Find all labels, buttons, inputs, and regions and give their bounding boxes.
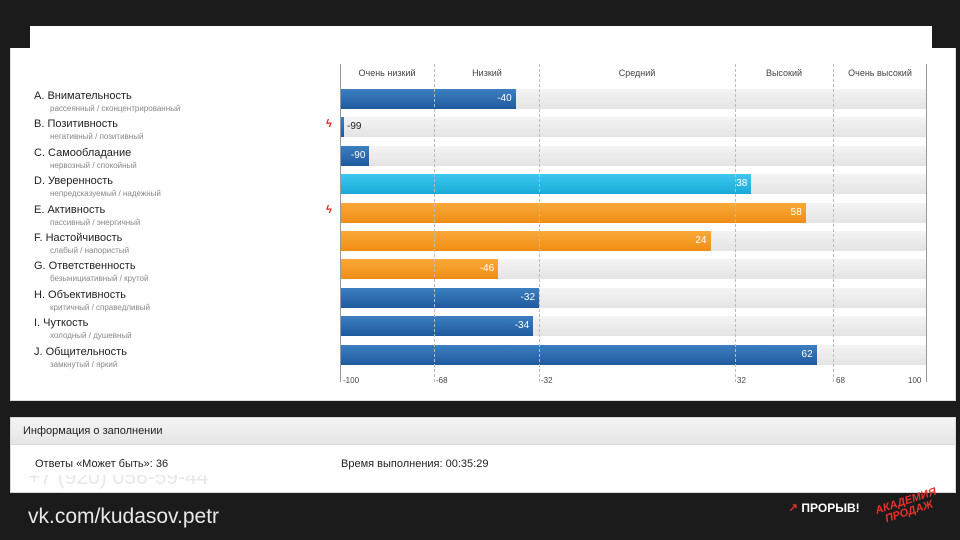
fill-info-title: Информация о заполнении	[11, 418, 955, 445]
fill-info-panel: Информация о заполнении Ответы «Может бы…	[10, 417, 956, 493]
scale-label: C. Самообладание	[34, 147, 132, 159]
scale-value: -99	[347, 121, 362, 132]
proryv-logo: ↗ ПРОРЫВ!	[788, 501, 860, 515]
scale-header-very-high: Очень высокий	[848, 68, 912, 78]
grid-line-68	[833, 64, 834, 382]
scale-value: 58	[790, 207, 802, 218]
scale-label: B. Позитивность	[34, 118, 119, 130]
scale-value: -90	[350, 150, 366, 161]
contact-vk[interactable]: vk.com/kudasov.petr	[28, 505, 220, 528]
grid-line-32	[735, 64, 736, 382]
axis-tick-68: 68	[836, 376, 845, 385]
scale-label: A. Внимательность	[34, 90, 132, 102]
external-link-icon: ↗	[788, 501, 799, 515]
scale-bar: 58	[340, 203, 806, 223]
contact-phone-text: +7 (920) 056-59-44	[28, 475, 209, 489]
scale-value: 62	[801, 349, 813, 360]
scale-sublabel: пассивный / энергичный	[50, 218, 141, 227]
scale-bar	[340, 117, 344, 137]
maybe-answers-count: Ответы «Может быть»: 36	[35, 458, 169, 470]
scale-value: 24	[695, 235, 707, 246]
scale-label: G. Ответственность	[34, 260, 136, 272]
scale-sublabel: замкнутый / яркий	[50, 360, 118, 369]
scale-label: I. Чуткость	[34, 317, 89, 329]
scale-track	[340, 117, 926, 137]
axis-tick-min: -100	[343, 376, 360, 385]
scale-sublabel: нервозный / спокойный	[50, 161, 137, 170]
grid-line-32n	[539, 64, 540, 382]
scale-label: D. Уверенность	[34, 175, 114, 187]
scale-bar: -90	[340, 146, 370, 166]
proryv-logo-text: ПРОРЫВ!	[801, 501, 860, 515]
axis-tick-32n: -32	[541, 376, 553, 385]
axis-tick-68n: -68	[436, 376, 448, 385]
scale-label: J. Общительность	[34, 346, 127, 358]
scale-sublabel: непредсказуемый / надежный	[50, 189, 161, 198]
grid-line-min	[340, 64, 341, 382]
top-strip	[0, 0, 960, 26]
contact-phone: +7 (920) 056-59-44	[28, 475, 208, 491]
scale-sublabel: холодный / душевный	[50, 331, 132, 340]
dark-edge-right	[932, 26, 960, 48]
scale-label: E. Активность	[34, 204, 106, 216]
scale-value: 38	[736, 178, 748, 189]
scale-value: -32	[520, 292, 535, 303]
grid-line-max	[926, 64, 927, 382]
scale-sublabel: слабый / напористый	[50, 246, 130, 255]
scale-bar: 38	[340, 174, 752, 194]
completion-time: Время выполнения: 00:35:29	[341, 458, 489, 470]
axis-tick-max: 100	[908, 376, 922, 385]
scale-bar: -34	[340, 316, 534, 336]
scale-label: F. Настойчивость	[34, 232, 123, 244]
scale-header-high: Высокий	[765, 68, 803, 78]
scale-header-very-low: Очень низкий	[358, 68, 416, 78]
grid-line-68n	[434, 64, 435, 382]
axis-tick-32: 32	[737, 376, 746, 385]
scale-header-low: Низкий	[472, 68, 502, 78]
scale-sublabel: безынициативный / крутой	[50, 274, 149, 283]
scale-header-medium: Средний	[618, 68, 656, 78]
dark-edge-left	[0, 26, 30, 48]
scale-value: -40	[497, 93, 512, 104]
warning-lightning-icon: ϟ	[326, 204, 332, 216]
scale-track	[340, 146, 926, 166]
scale-bar: 24	[340, 231, 711, 251]
scale-value: -34	[514, 320, 530, 331]
scale-bar: -32	[340, 288, 539, 308]
scale-sublabel: негативный / позитивный	[50, 132, 144, 141]
scale-label: H. Объективность	[34, 289, 126, 301]
warning-lightning-icon: ϟ	[326, 118, 332, 130]
scale-bar: -40	[340, 89, 516, 109]
scale-bar: 62	[340, 345, 817, 365]
scale-value: -46	[479, 263, 495, 274]
scale-sublabel: критичный / справедливый	[50, 303, 150, 312]
scale-bar: -46	[340, 259, 499, 279]
scale-sublabel: рассеянный / сконцентрированный	[50, 104, 181, 113]
